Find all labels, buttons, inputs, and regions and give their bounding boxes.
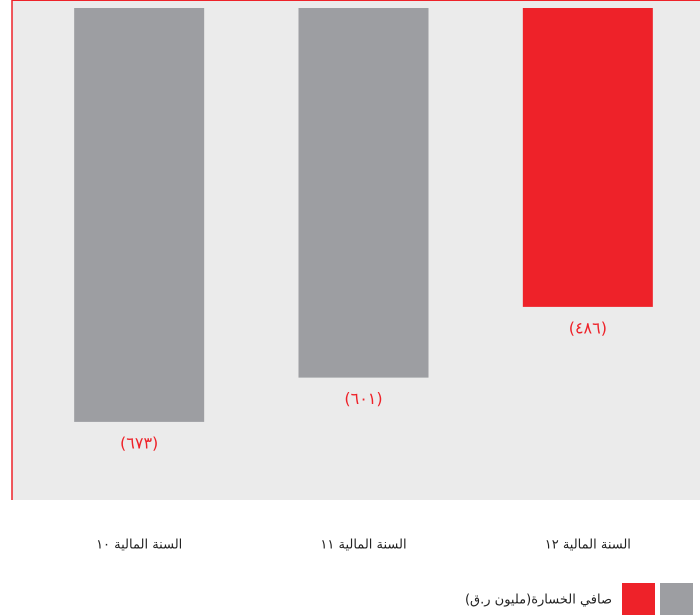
value-label: (٦٧٣) — [120, 433, 158, 452]
x-tick-label: السنة المالية ١٠ — [96, 538, 182, 553]
bar — [298, 8, 429, 378]
legend-swatch — [660, 583, 693, 615]
value-label: (٤٨٦) — [569, 318, 607, 337]
legend-label: صافي الخسارة(مليون ر.ق) — [465, 593, 612, 608]
value-label: (٦٠١) — [344, 389, 382, 408]
legend-swatch — [622, 583, 655, 615]
x-tick-label: السنة المالية ١١ — [320, 538, 406, 553]
x-tick-label: السنة المالية ١٢ — [545, 538, 631, 553]
bar — [74, 8, 205, 422]
bar — [522, 8, 653, 307]
